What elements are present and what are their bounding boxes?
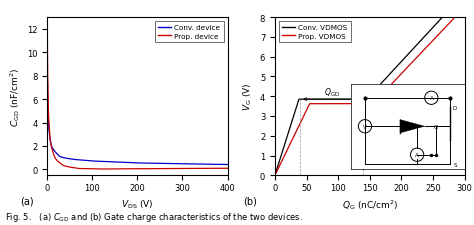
- Y-axis label: $V_{\mathrm{G}}$ (V): $V_{\mathrm{G}}$ (V): [242, 83, 254, 111]
- Y-axis label: $C_{\mathrm{GD}}$ (nF/cm$^2$): $C_{\mathrm{GD}}$ (nF/cm$^2$): [8, 67, 22, 126]
- Text: (b): (b): [243, 196, 256, 206]
- Legend: Conv. VDMOS, Prop. VDMOS: Conv. VDMOS, Prop. VDMOS: [279, 22, 351, 43]
- Text: Fig. 5.   (a) $C_{\mathrm{GD}}$ and (b) Gate charge characteristics of the two d: Fig. 5. (a) $C_{\mathrm{GD}}$ and (b) Ga…: [5, 210, 302, 223]
- Text: (a): (a): [20, 196, 34, 206]
- Text: $Q_{\mathrm{GD}}$: $Q_{\mathrm{GD}}$: [324, 86, 340, 98]
- X-axis label: $V_{\mathrm{DS}}$ (V): $V_{\mathrm{DS}}$ (V): [121, 198, 154, 210]
- Legend: Conv. device, Prop. device: Conv. device, Prop. device: [155, 22, 224, 43]
- X-axis label: $Q_{\mathrm{G}}$ (nC/cm$^2$): $Q_{\mathrm{G}}$ (nC/cm$^2$): [342, 198, 398, 212]
